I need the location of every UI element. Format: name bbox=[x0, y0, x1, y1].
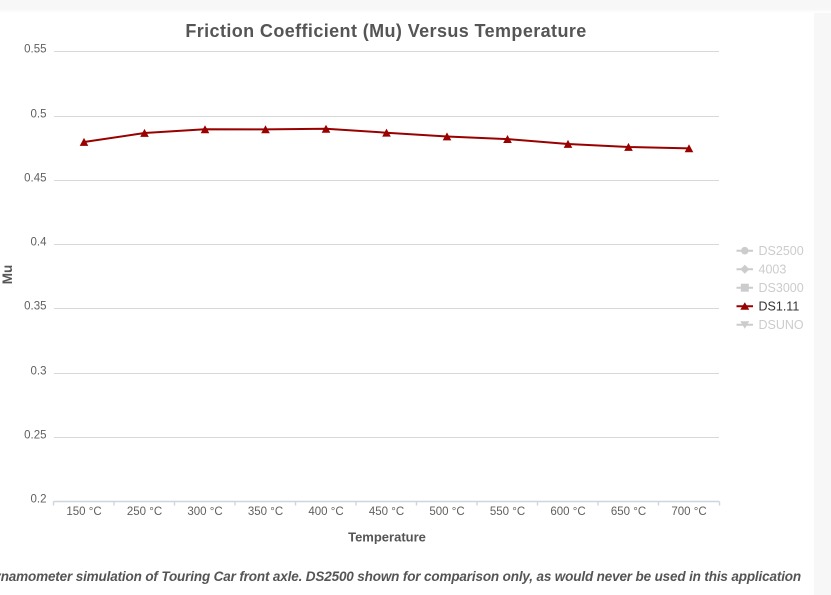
svg-text:650 °C: 650 °C bbox=[611, 506, 646, 518]
svg-text:400 °C: 400 °C bbox=[308, 506, 343, 518]
svg-text:0.3: 0.3 bbox=[31, 366, 47, 378]
svg-text:600 °C: 600 °C bbox=[550, 506, 585, 518]
svg-text:DSUNO: DSUNO bbox=[759, 318, 804, 332]
svg-text:DS3000: DS3000 bbox=[759, 281, 804, 295]
svg-text:4003: 4003 bbox=[759, 263, 787, 277]
svg-text:0.5: 0.5 bbox=[31, 109, 47, 121]
svg-text:0.4: 0.4 bbox=[31, 237, 48, 249]
svg-text:Friction Coefficient (Mu) Vers: Friction Coefficient (Mu) Versus Tempera… bbox=[185, 21, 586, 41]
svg-text:DS2500: DS2500 bbox=[759, 244, 804, 258]
svg-text:0.2: 0.2 bbox=[31, 494, 47, 506]
svg-text:0.25: 0.25 bbox=[24, 430, 46, 442]
svg-text:450 °C: 450 °C bbox=[369, 506, 404, 518]
svg-text:0.45: 0.45 bbox=[24, 173, 46, 185]
svg-text:300 °C: 300 °C bbox=[187, 506, 222, 518]
svg-text:500 °C: 500 °C bbox=[429, 506, 464, 518]
svg-text:DS1.11: DS1.11 bbox=[759, 300, 800, 314]
svg-text:550 °C: 550 °C bbox=[490, 506, 525, 518]
svg-text:0.35: 0.35 bbox=[24, 301, 46, 313]
svg-text:700 °C: 700 °C bbox=[671, 506, 706, 518]
svg-text:350 °C: 350 °C bbox=[248, 506, 283, 518]
svg-text:150 °C: 150 °C bbox=[66, 506, 101, 518]
svg-text:Temperature: Temperature bbox=[348, 530, 426, 545]
svg-text:0.55: 0.55 bbox=[24, 44, 46, 56]
svg-text:250 °C: 250 °C bbox=[127, 506, 162, 518]
svg-text:Mu: Mu bbox=[0, 265, 15, 285]
